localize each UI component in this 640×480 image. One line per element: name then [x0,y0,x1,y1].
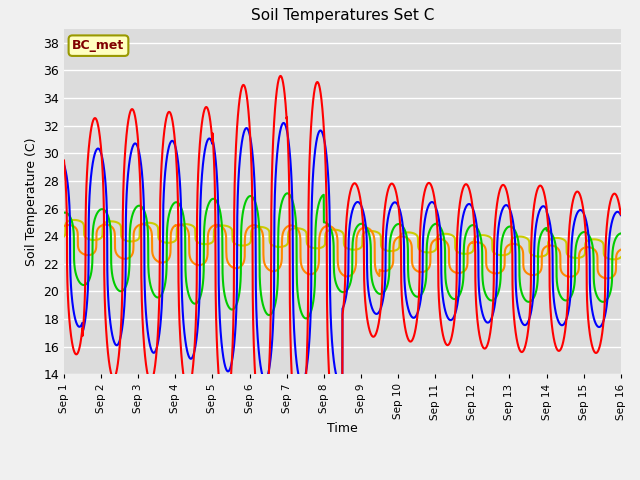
-2cm [564,252,572,258]
-8cm [216,206,223,212]
Line: -4cm: -4cm [64,123,621,383]
Legend: -2cm, -4cm, -8cm, -16cm, -32cm: -2cm, -4cm, -8cm, -16cm, -32cm [159,477,526,480]
-8cm [179,212,187,218]
-4cm [298,380,306,386]
-32cm [70,217,78,223]
-4cm [280,120,287,126]
-32cm [397,232,404,238]
-16cm [564,274,572,279]
-4cm [179,317,187,323]
-2cm [295,435,303,441]
-32cm [180,221,188,227]
-2cm [179,371,187,377]
-32cm [617,254,625,260]
-32cm [406,230,414,236]
-4cm [564,310,572,315]
-4cm [397,212,404,217]
-8cm [564,297,572,302]
-16cm [180,223,188,228]
-16cm [617,247,625,252]
Line: -8cm: -8cm [64,193,621,318]
-32cm [60,234,68,240]
Line: -16cm: -16cm [64,224,621,278]
-8cm [617,230,625,236]
-8cm [302,315,310,321]
-2cm [276,73,284,79]
-4cm [216,309,223,315]
-4cm [60,162,68,168]
-4cm [617,212,625,218]
Line: -2cm: -2cm [64,76,621,438]
-8cm [617,230,625,236]
-16cm [397,234,404,240]
-32cm [610,256,618,262]
-32cm [617,254,625,260]
Y-axis label: Soil Temperature (C): Soil Temperature (C) [25,137,38,266]
-8cm [284,191,291,196]
-32cm [216,223,223,228]
X-axis label: Time: Time [327,422,358,435]
-16cm [139,221,147,227]
-8cm [60,210,68,216]
-16cm [617,247,625,252]
-16cm [604,276,611,281]
-2cm [617,210,625,216]
-16cm [406,239,414,245]
-8cm [407,286,415,292]
Line: -32cm: -32cm [64,220,621,259]
-2cm [617,211,625,217]
-8cm [397,222,404,228]
Title: Soil Temperatures Set C: Soil Temperatures Set C [251,9,434,24]
Text: BC_met: BC_met [72,39,125,52]
-4cm [407,312,415,318]
-2cm [397,244,404,250]
-32cm [564,252,572,258]
-16cm [216,222,223,228]
-2cm [216,383,223,389]
-2cm [60,157,68,163]
-2cm [407,339,415,345]
-16cm [60,223,68,229]
-4cm [617,212,625,218]
